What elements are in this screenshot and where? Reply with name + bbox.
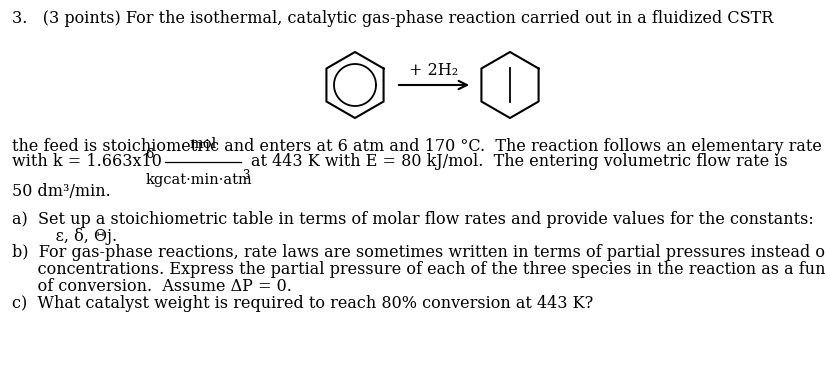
- Text: b)  For gas-phase reactions, rate laws are sometimes written in terms of partial: b) For gas-phase reactions, rate laws ar…: [12, 244, 825, 261]
- Text: 6: 6: [145, 148, 153, 161]
- Text: of conversion.  Assume ΔP = 0.: of conversion. Assume ΔP = 0.: [12, 278, 292, 295]
- Text: 3: 3: [242, 169, 249, 182]
- Text: with k = 1.663x10: with k = 1.663x10: [12, 154, 162, 171]
- Text: 50 dm³/min.: 50 dm³/min.: [12, 183, 111, 200]
- Text: ε, δ, Θj.: ε, δ, Θj.: [30, 228, 117, 245]
- Text: kgcat·min·atm: kgcat·min·atm: [146, 173, 252, 187]
- Text: 3.   (3 points) For the isothermal, catalytic gas-phase reaction carried out in : 3. (3 points) For the isothermal, cataly…: [12, 10, 773, 27]
- Text: at 443 K with E = 80 kJ/mol.  The entering volumetric flow rate is: at 443 K with E = 80 kJ/mol. The enterin…: [251, 154, 788, 171]
- Text: + 2H₂: + 2H₂: [409, 62, 459, 79]
- Text: mol: mol: [190, 137, 217, 151]
- Text: concentrations. Express the partial pressure of each of the three species in the: concentrations. Express the partial pres…: [12, 261, 825, 278]
- Text: c)  What catalyst weight is required to reach 80% conversion at 443 K?: c) What catalyst weight is required to r…: [12, 295, 593, 312]
- Text: a)  Set up a stoichiometric table in terms of molar flow rates and provide value: a) Set up a stoichiometric table in term…: [12, 211, 813, 228]
- Text: the feed is stoichiometric and enters at 6 atm and 170 °C.  The reaction follows: the feed is stoichiometric and enters at…: [12, 138, 825, 155]
